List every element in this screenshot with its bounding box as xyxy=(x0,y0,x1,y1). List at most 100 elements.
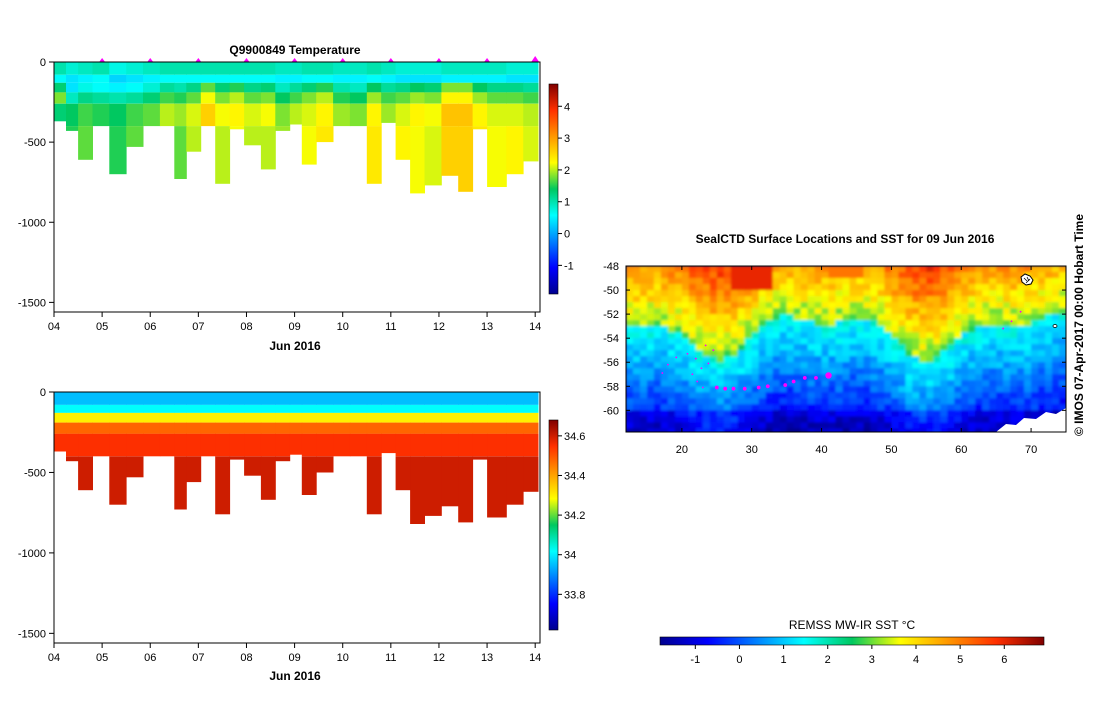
profile-cell xyxy=(289,412,303,423)
sst-cell xyxy=(961,308,970,316)
sst-cell xyxy=(849,356,858,364)
profile-cell xyxy=(186,404,202,413)
sst-cell xyxy=(667,296,677,304)
sst-cell xyxy=(667,320,677,328)
sst-cell xyxy=(660,308,670,316)
profile-cell xyxy=(66,456,79,462)
temperature-profiles xyxy=(54,62,539,194)
sst-cell xyxy=(961,278,970,286)
sst-cell xyxy=(647,368,656,376)
sst-cell xyxy=(1031,302,1040,310)
sst-cell xyxy=(1017,380,1026,388)
sst-cell xyxy=(835,296,844,304)
sst-cell xyxy=(933,332,942,340)
sst-cell xyxy=(996,344,1005,352)
sst-cell xyxy=(786,302,795,310)
sst-cell xyxy=(835,392,844,400)
sst-cell xyxy=(640,380,649,388)
sst-cell xyxy=(821,290,830,298)
x-tick-label: 05 xyxy=(96,652,108,664)
sst-cell xyxy=(737,308,747,316)
sst-cell xyxy=(919,308,928,316)
sst-cell xyxy=(807,362,816,370)
sst-cell xyxy=(765,266,775,274)
sst-cell xyxy=(674,416,684,424)
profile-cell xyxy=(458,422,474,434)
profile-cell xyxy=(143,392,161,405)
profile-cell xyxy=(260,412,276,423)
sst-cell xyxy=(842,410,851,418)
sst-cell xyxy=(954,404,963,412)
profile-cell xyxy=(301,92,317,104)
sst-cell xyxy=(709,362,719,370)
sst-cell xyxy=(870,356,879,364)
sst-cell xyxy=(884,410,893,418)
sst-cell xyxy=(1017,392,1026,400)
temperature-xlabel: Jun 2016 xyxy=(269,339,321,353)
sst-cell xyxy=(912,362,921,370)
sst-cell xyxy=(933,374,942,382)
sst-cell xyxy=(884,350,893,358)
sst-cell xyxy=(1038,404,1047,412)
sst-cell xyxy=(947,392,956,400)
sst-cell xyxy=(912,278,921,286)
sst-cell xyxy=(723,398,733,406)
sst-cell xyxy=(933,290,942,298)
sst-cell xyxy=(772,272,782,280)
sst-cell xyxy=(863,392,872,400)
sst-cell xyxy=(870,386,879,394)
profile-cell xyxy=(458,126,474,192)
sst-cell xyxy=(870,338,879,346)
sst-cell xyxy=(989,416,998,424)
sst-cell xyxy=(688,356,698,364)
sst-cell xyxy=(793,326,802,334)
profile-cell xyxy=(126,126,144,147)
sst-cell xyxy=(1024,368,1033,376)
profile-cell xyxy=(506,82,524,93)
sst-cell xyxy=(709,290,719,298)
sst-cell xyxy=(800,356,809,364)
profile-cell xyxy=(316,456,334,473)
sst-cell xyxy=(751,398,761,406)
profile-cell xyxy=(126,412,144,423)
profile-cell xyxy=(174,92,187,104)
sst-cell xyxy=(870,290,879,298)
sst-cell xyxy=(751,278,761,286)
sst-cell xyxy=(709,350,719,358)
sst-cell xyxy=(793,278,802,286)
sst-cell xyxy=(786,284,795,292)
sst-cell xyxy=(898,350,907,358)
sst-cell xyxy=(814,428,823,432)
sst-cell xyxy=(835,326,844,334)
sst-cell xyxy=(898,386,907,394)
sst-cell xyxy=(982,410,991,418)
sst-cell xyxy=(842,380,851,388)
sst-cell xyxy=(660,284,670,292)
sst-cell xyxy=(1003,320,1012,328)
sst-cell xyxy=(940,338,949,346)
sst-cell xyxy=(898,308,907,316)
sst-cell xyxy=(968,398,977,406)
temperature-plot-title: Q9900849 Temperature xyxy=(229,43,361,57)
sst-cell xyxy=(1024,356,1033,364)
sst-cell xyxy=(835,302,844,310)
sst-cell xyxy=(1024,326,1033,334)
profile-cell xyxy=(54,422,67,434)
sst-cell xyxy=(647,398,656,406)
sst-cell xyxy=(954,362,963,370)
profile-cell xyxy=(506,103,524,127)
sst-cell xyxy=(1038,410,1047,418)
sst-cell xyxy=(856,398,865,406)
sst-cell xyxy=(744,362,754,370)
sst-cell xyxy=(905,428,914,432)
x-tick-label: 06 xyxy=(144,652,156,664)
profile-cell xyxy=(301,412,317,423)
sst-cell xyxy=(765,320,775,328)
sst-cell xyxy=(730,356,740,364)
sst-cell xyxy=(779,302,789,310)
profile-cell xyxy=(523,92,539,104)
sst-cell xyxy=(996,386,1005,394)
sst-cell xyxy=(877,428,886,432)
sst-cell xyxy=(793,392,802,400)
profile-cell xyxy=(174,126,187,179)
